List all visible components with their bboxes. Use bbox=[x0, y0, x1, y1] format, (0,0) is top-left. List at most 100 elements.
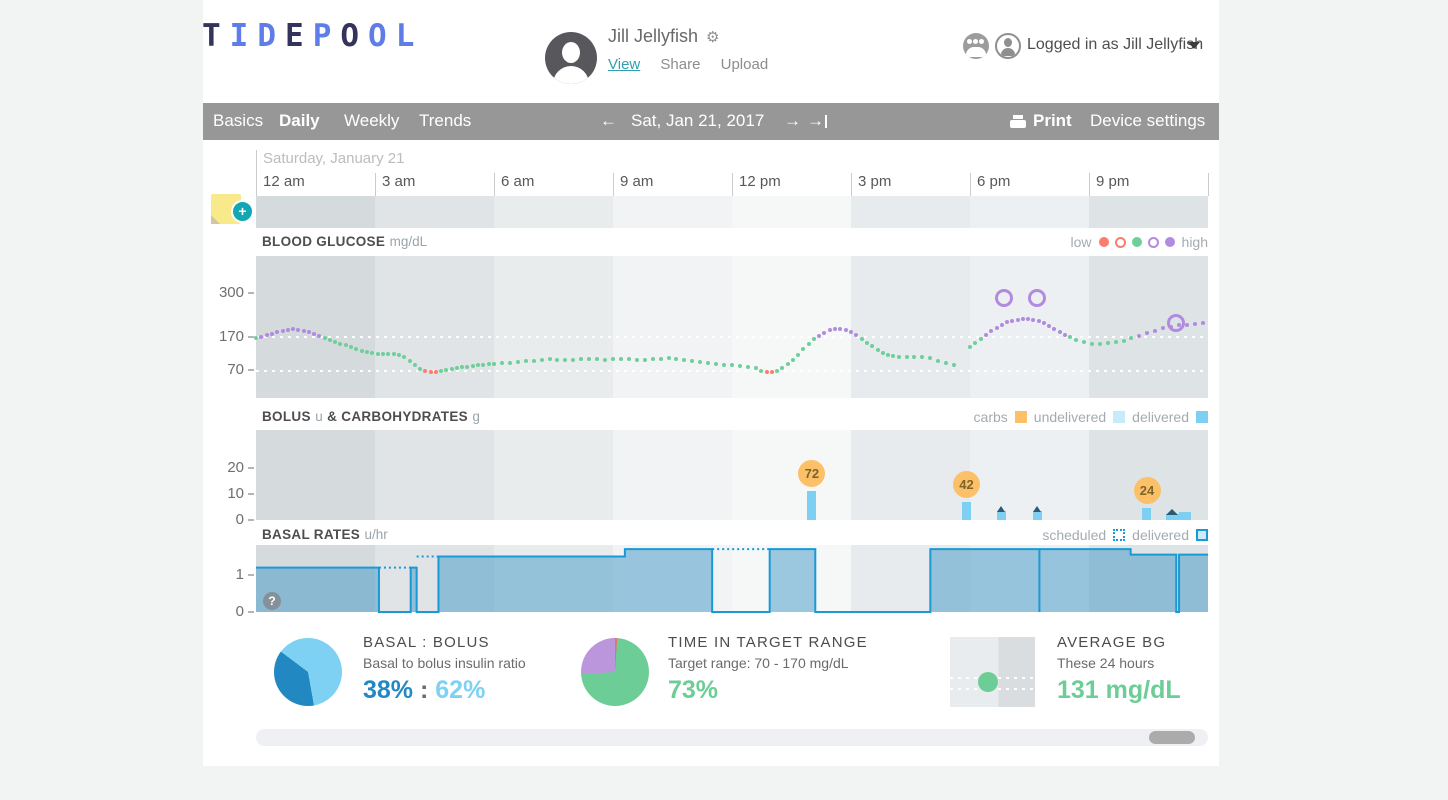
cbg-dot[interactable] bbox=[968, 345, 972, 350]
bolus-bar[interactable] bbox=[806, 491, 816, 520]
cbg-dot[interactable] bbox=[365, 349, 370, 354]
cbg-dot[interactable] bbox=[859, 336, 864, 341]
cbg-dot[interactable] bbox=[439, 368, 444, 373]
bolus-bar[interactable] bbox=[1165, 514, 1179, 520]
add-note-button[interactable]: + bbox=[231, 200, 254, 223]
cbg-dot[interactable] bbox=[650, 357, 655, 362]
cbg-dot[interactable] bbox=[1121, 338, 1126, 343]
bolus-bar[interactable] bbox=[1178, 512, 1191, 520]
upload-link[interactable]: Upload bbox=[720, 56, 769, 73]
cbg-dot[interactable] bbox=[714, 362, 719, 367]
cbg-dot[interactable] bbox=[1073, 338, 1078, 343]
cbg-dot[interactable] bbox=[745, 365, 750, 370]
cbg-dot[interactable] bbox=[753, 366, 758, 371]
cbg-dot[interactable] bbox=[1052, 326, 1057, 331]
cbg-dot[interactable] bbox=[880, 350, 885, 355]
cbg-dot[interactable] bbox=[531, 358, 536, 363]
cbg-dot[interactable] bbox=[928, 355, 933, 360]
cbg-dot[interactable] bbox=[296, 327, 301, 332]
device-settings-button[interactable]: Device settings bbox=[1090, 111, 1206, 130]
cbg-dot[interactable] bbox=[280, 328, 285, 333]
cbg-dot[interactable] bbox=[587, 356, 592, 361]
cbg-dot[interactable] bbox=[1063, 332, 1068, 337]
basal-fill[interactable] bbox=[438, 556, 625, 613]
cbg-dot[interactable] bbox=[885, 352, 890, 357]
cbg-dot[interactable] bbox=[674, 357, 679, 361]
smbg-circle[interactable] bbox=[1028, 289, 1047, 308]
cbg-dot[interactable] bbox=[1042, 321, 1047, 326]
cbg-dot[interactable] bbox=[978, 336, 983, 341]
cbg-dot[interactable] bbox=[455, 366, 460, 371]
cbg-dot[interactable] bbox=[254, 335, 258, 340]
cbg-dot[interactable] bbox=[698, 360, 703, 365]
cbg-dot[interactable] bbox=[790, 357, 795, 362]
cbg-dot[interactable] bbox=[1113, 340, 1118, 345]
cbg-dot[interactable] bbox=[1020, 317, 1025, 322]
cbg-dot[interactable] bbox=[936, 358, 941, 363]
tidepool-logo[interactable]: TIDEPOOL bbox=[202, 18, 423, 54]
carb-badge[interactable]: 42 bbox=[953, 470, 981, 498]
cbg-dot[interactable] bbox=[843, 327, 848, 332]
next-day-icon[interactable]: → bbox=[784, 111, 801, 130]
cbg-dot[interactable] bbox=[764, 369, 769, 374]
cbg-dot[interactable] bbox=[1058, 329, 1063, 334]
cbg-dot[interactable] bbox=[1004, 320, 1009, 325]
cbg-dot[interactable] bbox=[912, 354, 917, 359]
cbg-dot[interactable] bbox=[1047, 323, 1052, 328]
cbg-dot[interactable] bbox=[666, 356, 671, 361]
smbg-circle[interactable] bbox=[1167, 313, 1186, 332]
cbg-dot[interactable] bbox=[920, 354, 925, 359]
cbg-dot[interactable] bbox=[796, 352, 801, 357]
bolus-bar[interactable] bbox=[1142, 508, 1152, 520]
bolus-bar[interactable] bbox=[961, 501, 971, 520]
carb-badge[interactable]: 24 bbox=[1133, 477, 1161, 505]
cbg-dot[interactable] bbox=[904, 354, 909, 359]
cbg-dot[interactable] bbox=[579, 357, 584, 362]
cbg-dot[interactable] bbox=[290, 327, 295, 332]
cbg-dot[interactable] bbox=[944, 361, 949, 366]
cbg-dot[interactable] bbox=[780, 365, 785, 370]
cbg-dot[interactable] bbox=[571, 358, 576, 362]
share-link[interactable]: Share bbox=[660, 56, 701, 73]
cbg-dot[interactable] bbox=[769, 370, 774, 375]
timeline-scrollbar-thumb[interactable] bbox=[1149, 731, 1195, 744]
cbg-dot[interactable] bbox=[465, 364, 470, 369]
cbg-dot[interactable] bbox=[275, 330, 280, 335]
cbg-dot[interactable] bbox=[1081, 340, 1086, 345]
smbg-circle[interactable] bbox=[994, 289, 1013, 308]
cbg-dot[interactable] bbox=[854, 333, 859, 338]
cbg-dot[interactable] bbox=[380, 351, 385, 356]
cbg-dot[interactable] bbox=[1129, 336, 1134, 341]
cbg-dot[interactable] bbox=[1200, 320, 1205, 325]
cbg-dot[interactable] bbox=[486, 362, 491, 367]
cbg-dot[interactable] bbox=[658, 356, 663, 361]
cbg-dot[interactable] bbox=[555, 357, 560, 362]
cbg-dot[interactable] bbox=[492, 362, 496, 367]
basal-fill[interactable] bbox=[410, 567, 417, 612]
print-icon[interactable] bbox=[1010, 115, 1026, 128]
cbg-dot[interactable] bbox=[338, 341, 343, 346]
cbg-dot[interactable] bbox=[359, 348, 364, 353]
cbg-dot[interactable] bbox=[973, 340, 978, 345]
avatar[interactable] bbox=[545, 32, 597, 84]
cbg-dot[interactable] bbox=[1192, 321, 1197, 326]
cbg-dot[interactable] bbox=[412, 363, 417, 368]
basal-chart-svg[interactable] bbox=[256, 540, 1208, 614]
cbg-dot[interactable] bbox=[838, 326, 843, 331]
cbg-dot[interactable] bbox=[891, 353, 896, 358]
cbg-dot[interactable] bbox=[306, 329, 311, 334]
cbg-dot[interactable] bbox=[1145, 331, 1150, 336]
cbg-dot[interactable] bbox=[634, 357, 639, 362]
cbg-dot[interactable] bbox=[801, 347, 806, 352]
cbg-dot[interactable] bbox=[449, 366, 454, 371]
cbg-dot[interactable] bbox=[1031, 318, 1036, 323]
cbg-dot[interactable] bbox=[423, 369, 428, 374]
cbg-dot[interactable] bbox=[952, 363, 957, 368]
cbg-dot[interactable] bbox=[1010, 318, 1015, 323]
cbg-dot[interactable] bbox=[722, 362, 727, 367]
cbg-dot[interactable] bbox=[864, 340, 869, 345]
cbg-dot[interactable] bbox=[396, 352, 401, 357]
cbg-dot[interactable] bbox=[1026, 317, 1031, 322]
cbg-dot[interactable] bbox=[375, 351, 380, 356]
cbg-dot[interactable] bbox=[989, 329, 994, 334]
